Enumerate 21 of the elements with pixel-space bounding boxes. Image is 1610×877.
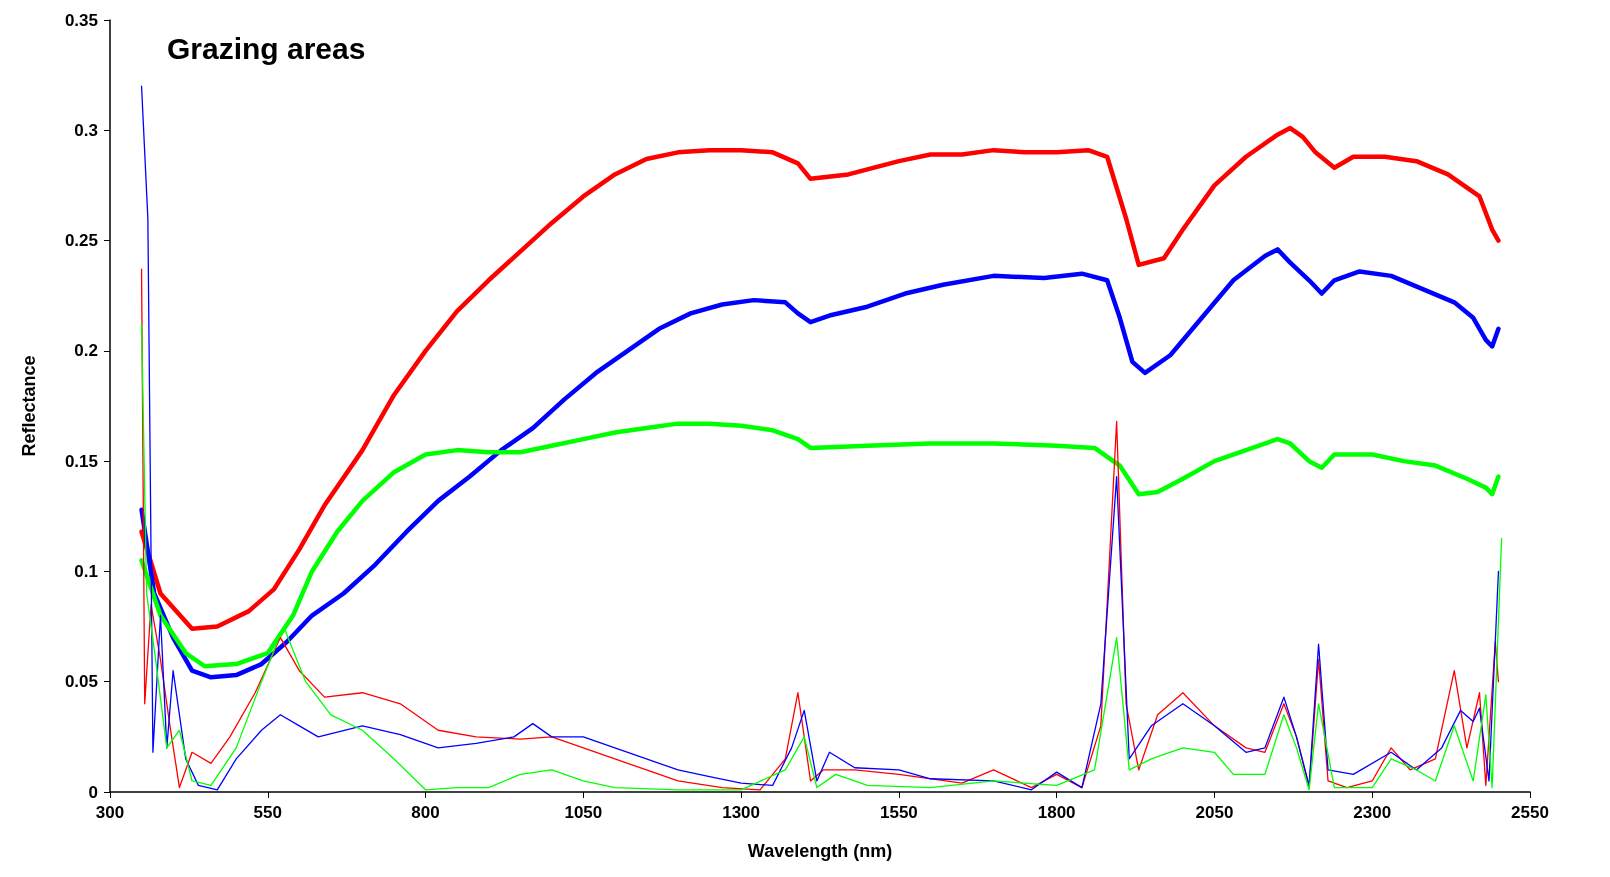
x-tick-label: 2050 [1195, 803, 1234, 822]
x-tick-label: 800 [411, 803, 440, 822]
x-tick-label: 1300 [722, 803, 761, 822]
y-tick-label: 0.15 [64, 451, 98, 471]
y-tick-label: 0.25 [64, 231, 98, 251]
y-tick-label: 0.3 [74, 120, 98, 140]
y-tick-label: 0.1 [74, 561, 98, 581]
y-axis-title: Reflectance [19, 355, 39, 457]
x-tick-label: 1550 [879, 803, 918, 822]
x-tick-label: 2550 [1511, 803, 1549, 822]
y-tick-label: 0.35 [64, 10, 98, 30]
x-tick-label: 300 [95, 803, 125, 822]
x-tick-label: 1050 [564, 803, 603, 822]
y-tick-label: 0.05 [64, 672, 98, 692]
y-tick-label: 0.2 [74, 341, 98, 361]
x-tick-label: 1800 [1037, 803, 1076, 822]
chart-title: Grazing areas [167, 31, 366, 65]
x-axis-title: Wavelength (nm) [747, 841, 893, 861]
x-tick-label: 2300 [1353, 803, 1392, 822]
y-tick-label: 0 [88, 782, 98, 802]
x-tick-label: 550 [253, 803, 282, 822]
